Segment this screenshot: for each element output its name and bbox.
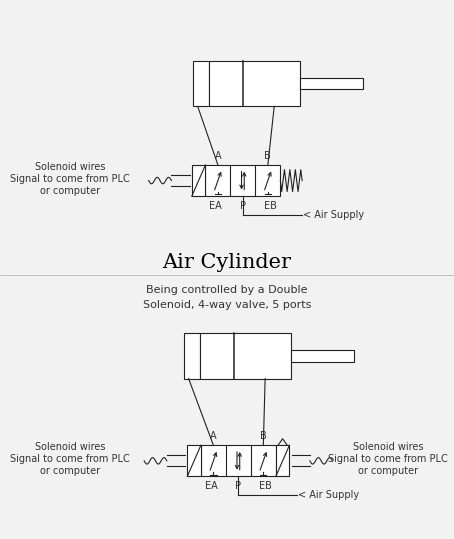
Text: Air Cylinder: Air Cylinder <box>163 253 291 272</box>
Bar <box>184 333 200 379</box>
Bar <box>209 60 300 107</box>
Text: EB: EB <box>264 201 276 211</box>
Bar <box>200 333 291 379</box>
Bar <box>201 445 276 476</box>
Text: < Air Supply: < Air Supply <box>303 210 364 220</box>
Text: B: B <box>260 431 266 441</box>
Text: EA: EA <box>205 481 217 491</box>
Text: EB: EB <box>259 481 272 491</box>
Text: Signal to come from PLC: Signal to come from PLC <box>10 454 130 464</box>
Text: P: P <box>235 481 242 491</box>
Text: P: P <box>240 201 246 211</box>
Text: Signal to come from PLC: Signal to come from PLC <box>10 174 130 184</box>
Text: or computer: or computer <box>358 466 418 476</box>
Bar <box>187 445 201 476</box>
Text: EA: EA <box>209 201 222 211</box>
Text: < Air Supply: < Air Supply <box>298 490 360 500</box>
Text: B: B <box>265 150 271 161</box>
Text: A: A <box>215 150 221 161</box>
Bar <box>193 60 209 107</box>
Bar <box>276 445 290 476</box>
Text: Signal to come from PLC: Signal to come from PLC <box>328 454 448 464</box>
Text: Being controlled by a Double
Solenoid, 4-way valve, 5 ports: Being controlled by a Double Solenoid, 4… <box>143 285 311 310</box>
Text: Solenoid wires: Solenoid wires <box>353 443 424 452</box>
Bar <box>291 350 354 362</box>
Text: or computer: or computer <box>40 466 100 476</box>
Bar <box>192 165 206 196</box>
Text: Solenoid wires: Solenoid wires <box>35 162 106 172</box>
Text: or computer: or computer <box>40 186 100 196</box>
Text: Solenoid wires: Solenoid wires <box>35 443 106 452</box>
Bar <box>300 78 363 89</box>
Bar <box>206 165 281 196</box>
Text: A: A <box>210 431 217 441</box>
